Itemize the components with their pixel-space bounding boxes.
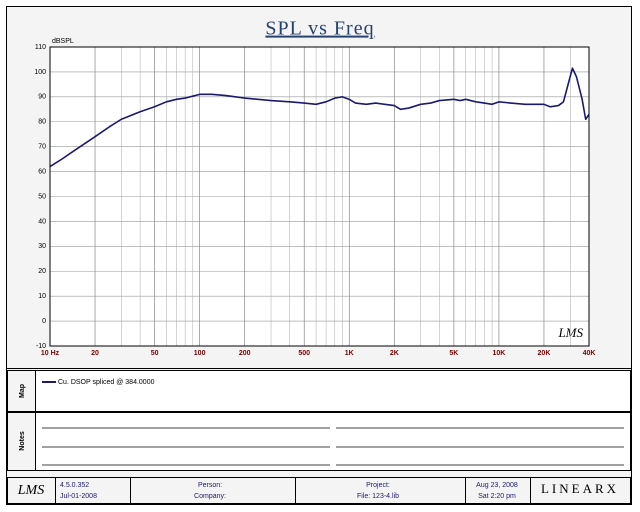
x-tick-label: 5K — [449, 350, 458, 357]
map-box — [35, 370, 631, 412]
y-tick-label: 110 — [35, 44, 46, 51]
y-tick-label: 60 — [38, 168, 46, 175]
project: Project: — [366, 482, 390, 489]
file: File: 123-4.lib — [357, 493, 399, 500]
y-tick-label: 0 — [42, 318, 46, 325]
company: Company: — [194, 493, 226, 500]
y-tick-label: 40 — [38, 218, 46, 225]
date: Aug 23, 2008 — [476, 482, 518, 489]
x-tick-label: 100 — [194, 350, 206, 357]
x-tick-label: 1K — [345, 350, 354, 357]
y-tick-label: 10 — [38, 293, 46, 300]
x-tick-label: 10K — [492, 350, 505, 357]
x-tick-label: 20 — [91, 350, 99, 357]
legend-entry: Cu. DSOP spliced @ 384.0000 — [58, 379, 155, 386]
footer — [7, 477, 631, 504]
x-tick-label: 200 — [239, 350, 251, 357]
series-line — [49, 67, 590, 168]
x-tick-label: 20K — [538, 350, 551, 357]
notes-label: Notes — [19, 431, 26, 451]
plot-border — [49, 46, 590, 347]
y-axis-label: dBSPL — [52, 38, 74, 45]
y-tick-label: 100 — [34, 69, 46, 76]
brand: LINEARX — [541, 481, 619, 496]
map-label: Map — [19, 384, 26, 398]
y-tick-label: 50 — [38, 193, 46, 200]
x-tick-label: 40K — [583, 350, 596, 357]
x-tick-label: 50 — [151, 350, 159, 357]
build-date: Jul-01-2008 — [60, 493, 97, 500]
footer-dividers — [55, 478, 531, 503]
plot: -10 0 10 20 30 40 50 60 70 80 90 100 110 10 Hz 20 50 100… — [34, 44, 595, 357]
x-tick-label: 500 — [298, 350, 310, 357]
x-tick-label: 10 Hz — [41, 350, 60, 357]
y-tick-label: 80 — [38, 119, 46, 126]
y-tick-label: 70 — [38, 144, 46, 151]
y-tick-label: 30 — [38, 243, 46, 250]
footer-logo: LMS — [17, 483, 44, 498]
note-lines — [42, 427, 624, 466]
time: Sat 2:20 pm — [478, 493, 516, 500]
x-tick-label: 2K — [390, 350, 399, 357]
y-tick-label: 20 — [38, 268, 46, 275]
y-tick-label: -10 — [36, 343, 46, 350]
person: Person: — [198, 482, 222, 489]
chart-title: SPL vs Freq — [265, 18, 374, 40]
notes-box — [35, 412, 631, 471]
y-tick-label: 90 — [38, 94, 46, 101]
version: 4.5.0.352 — [60, 482, 89, 489]
